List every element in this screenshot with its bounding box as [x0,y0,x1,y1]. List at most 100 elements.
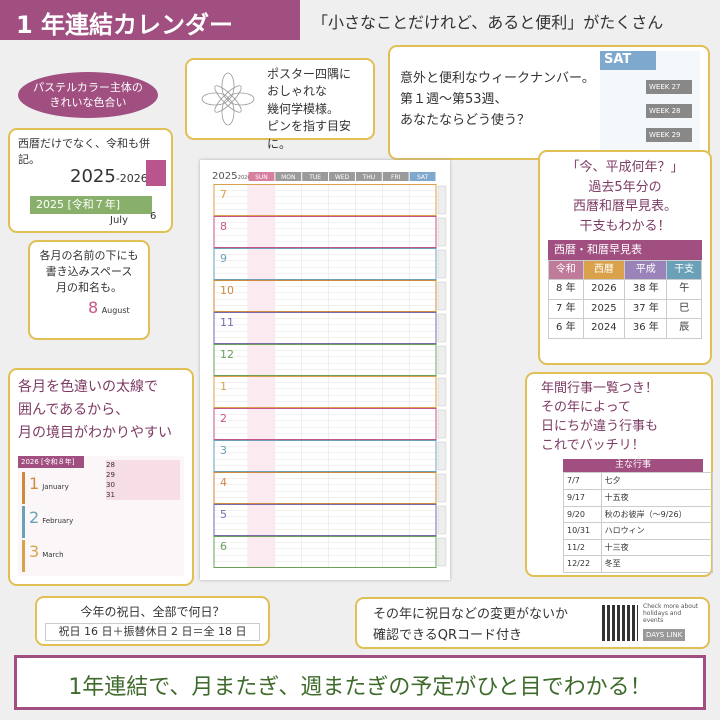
holiday-callout: 今年の祝日、全部で何日？ 祝日 16 日＋振替休日 2 日＝全 18 日 [35,596,270,646]
month-name-callout: 各月の名前の下にも 書き込みスペース 月の和名も。 8 August [28,240,150,340]
text-line: 西暦だけでなく、令和も併記。 [18,137,150,166]
month-tint [248,409,275,439]
month-border-callout: 各月を色違いの太線で 囲んであるから、 月の境目がわかりやすい 2026 [令和８年… [8,368,194,586]
era-name: [令和７年] [67,198,121,211]
events-callout: 年間行事一覧つき！ その年によって 日にちが違う行事も これでバッチリ！ 主な行事 7… [525,372,714,577]
month-border [213,440,437,472]
event-cell: 十三夜 [600,538,714,557]
day-label: MON [281,174,295,181]
month-border [213,376,437,408]
week-tab [437,313,447,343]
week-list: WEEK 27 WEEK 28 WEEK 29 [600,79,700,143]
table-cell: 37 年 [624,298,668,320]
sat-header: SAT [600,51,656,70]
border-sample: 2026 [令和８年] 1 January 2 February 3 March 28 29 3… [18,456,184,576]
table-row: 6 年 2024 36 年辰 [548,318,702,339]
text-line: その年によって [541,399,631,415]
day-header [275,172,302,181]
events-text: 年間行事一覧つき！ その年によって 日にちが違う行事も これでバッチリ！ [535,380,703,455]
event-row: 10/31 ハロウィン [563,522,714,540]
text-line: ピンを指す目安に。 [267,119,352,151]
month-border [213,536,437,568]
era-bar: 2025 [令和７年] [30,196,152,214]
day-header [355,172,382,181]
text-line: パステルカラー主体の [33,81,143,94]
month-number: 8 [88,297,99,317]
flower-pattern [201,72,255,126]
month-english: August [101,305,130,315]
day-header [329,172,355,181]
tagline: 「小さなことだけれど、あると便利」がたくさん [312,13,664,32]
event-cell: 十五夜 [600,489,714,507]
month-number: 2 [220,412,227,425]
table-cell: 巳 [666,298,702,320]
era-table-text: 「今、平成何年？」 過去5年分の 西暦和暦早見表。 干支もわかる！ [548,158,702,236]
event-cell: 7/7 [563,472,602,491]
week-tab [437,249,447,279]
month-border [213,280,437,312]
text-line: 第１週〜第53週、 [400,91,508,107]
sample-month: 1 January [22,472,109,504]
month-number: 10 [220,284,234,297]
month-tint [248,313,275,343]
month-tint [248,185,275,215]
era-text: 西暦だけでなく、令和も併記。 [18,136,163,168]
sample-date: 31 [106,490,180,501]
week-tab [437,473,447,503]
day-label: FRI [391,174,401,181]
week-tab [437,281,447,311]
events-table: 7/7 七夕 9/17 十五夜 9/20 秋のお彼岸（〜9/26） 10/31 ハロウィン 11… [563,472,714,573]
event-cell: ハロウィン [600,522,714,540]
week-label: WEEK 29 [646,128,692,143]
month-number: 9 [220,252,227,265]
text-line: 「今、平成何年？」 [566,160,684,175]
table-cell: 午 [666,279,702,300]
week-sample: SAT WEEK 27 WEEK 28 WEEK 29 [600,51,700,151]
sample-date: 28 [106,460,180,471]
sample-month-number: 2 [29,508,40,527]
month-number: 12 [220,348,234,361]
month-tint [248,281,275,311]
week-label: WEEK 28 [646,103,692,119]
month-border [213,312,437,344]
week-label: WEEK 27 [646,79,692,94]
event-row: 9/17 十五夜 [563,489,714,507]
month-border [213,472,437,504]
table-cell: 36 年 [624,318,668,339]
table-cell: 2026 [582,279,626,300]
month-tint [248,473,275,503]
week-number-callout: 意外と便利なウィークナンバー。 第１週〜第53週、 あなたならどう使う？ SAT W… [388,45,710,160]
day-header [409,172,436,181]
week-tab [437,377,447,407]
month-number: 4 [220,476,227,489]
month-border [213,216,437,248]
title: 1 年連結カレンダー [0,0,300,40]
table-cell: 2025 [582,298,626,320]
day-label: SAT [417,174,429,181]
text-line: 年間行事一覧つき！ [541,381,659,396]
day-label: TUE [308,174,321,181]
badge: パステルカラー主体の きれいな色合い [18,72,158,118]
event-cell: 冬至 [600,555,714,573]
qr-code [602,605,638,641]
event-cell: 11/2 [563,538,602,557]
text-line: 月の境目がわかりやすい [18,425,172,442]
month-tint [248,441,275,471]
event-cell: 七夕 [600,472,714,491]
event-cell: 9/20 [563,505,602,524]
month-tint [248,217,275,247]
era-table-title: 西暦・和暦早見表 [548,240,702,260]
pink-block [146,160,166,186]
poster: 2025-2026 SUN MON TUE WED THU FRI SAT7891011121… [200,160,450,580]
era-week: 6 [150,211,157,222]
day-label: SUN [255,174,268,181]
era-year: 2025 [36,198,64,211]
header-cell: 西暦 [582,259,626,281]
week-tab [437,537,447,567]
text-line: 干支もわかる！ [579,218,671,234]
month-number: 8 [220,220,227,233]
week-text: 意外と便利なウィークナンバー。 第１週〜第53週、 あなたならどう使う？ [400,69,595,131]
week-tab [437,505,447,535]
sample-month-name: January [42,483,69,491]
